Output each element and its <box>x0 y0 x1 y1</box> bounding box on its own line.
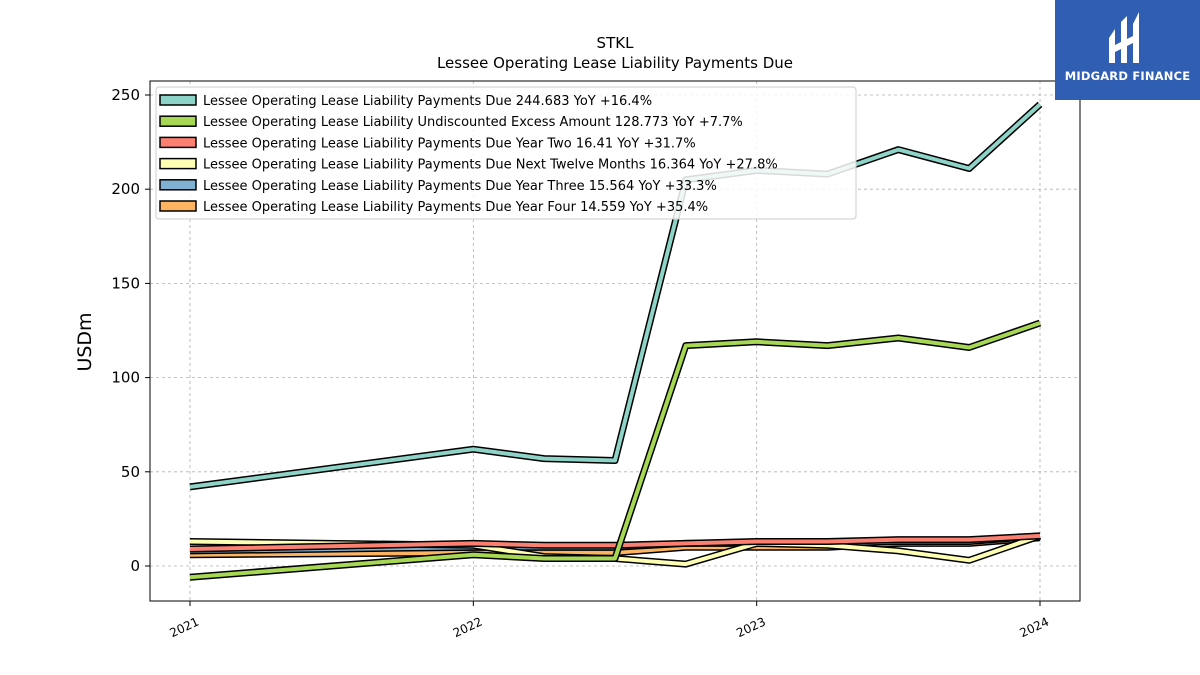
x-tick-label: 2023 <box>734 615 768 641</box>
series-layer <box>189 101 1043 581</box>
x-tick-label: 2022 <box>451 615 485 641</box>
logo-text: MIDGARD FINANCE <box>1064 69 1191 83</box>
logo-mark-icon <box>1109 12 1139 63</box>
legend: Lessee Operating Lease Liability Payment… <box>155 86 857 220</box>
legend-label: Lessee Operating Lease Liability Payment… <box>203 94 652 109</box>
legend-item: Lessee Operating Lease Liability Payment… <box>159 157 778 173</box>
legend-swatch <box>159 115 197 127</box>
series-line <box>189 321 1041 580</box>
x-tick-label: 2024 <box>1018 615 1052 641</box>
legend-swatch <box>159 179 197 191</box>
y-tick-label: 100 <box>111 369 140 387</box>
series-3 <box>189 532 1042 568</box>
plot-frame <box>149 80 1081 602</box>
legend-swatch <box>159 200 197 212</box>
chart-subtitle: Lessee Operating Lease Liability Payment… <box>437 54 793 72</box>
y-tick-label: 50 <box>121 463 140 481</box>
series-2 <box>189 532 1041 553</box>
legend-label: Lessee Operating Lease Liability Payment… <box>203 179 717 194</box>
legend-label: Lessee Operating Lease Liability Undisco… <box>203 115 743 130</box>
legend-swatch <box>159 94 197 106</box>
legend-swatch <box>159 136 197 149</box>
legend-box <box>155 86 857 220</box>
legend-item: Lessee Operating Lease Liability Payment… <box>159 200 708 215</box>
series-1 <box>189 319 1042 581</box>
y-tick-label: 150 <box>111 274 140 292</box>
legend-item: Lessee Operating Lease Liability Payment… <box>159 136 696 151</box>
legend-item: Lessee Operating Lease Liability Payment… <box>159 94 652 109</box>
midgard-finance-logo: MIDGARD FINANCE <box>1055 0 1200 100</box>
y-tick-label: 200 <box>111 180 140 198</box>
x-tick-label: 2021 <box>168 615 202 641</box>
series-line <box>189 533 1041 551</box>
y-tick-label: 0 <box>130 557 140 575</box>
series-line <box>189 534 1041 567</box>
legend-item: Lessee Operating Lease Liability Payment… <box>159 179 717 194</box>
legend-item: Lessee Operating Lease Liability Undisco… <box>159 115 743 130</box>
legend-label: Lessee Operating Lease Liability Payment… <box>203 136 696 151</box>
legend-swatch <box>159 157 197 170</box>
legend-label: Lessee Operating Lease Liability Payment… <box>203 158 778 173</box>
y-tick-label: 250 <box>111 86 140 104</box>
legend-label: Lessee Operating Lease Liability Payment… <box>203 200 708 215</box>
y-axis-label: USDm <box>74 312 96 371</box>
chart-title: STKL <box>597 34 635 52</box>
